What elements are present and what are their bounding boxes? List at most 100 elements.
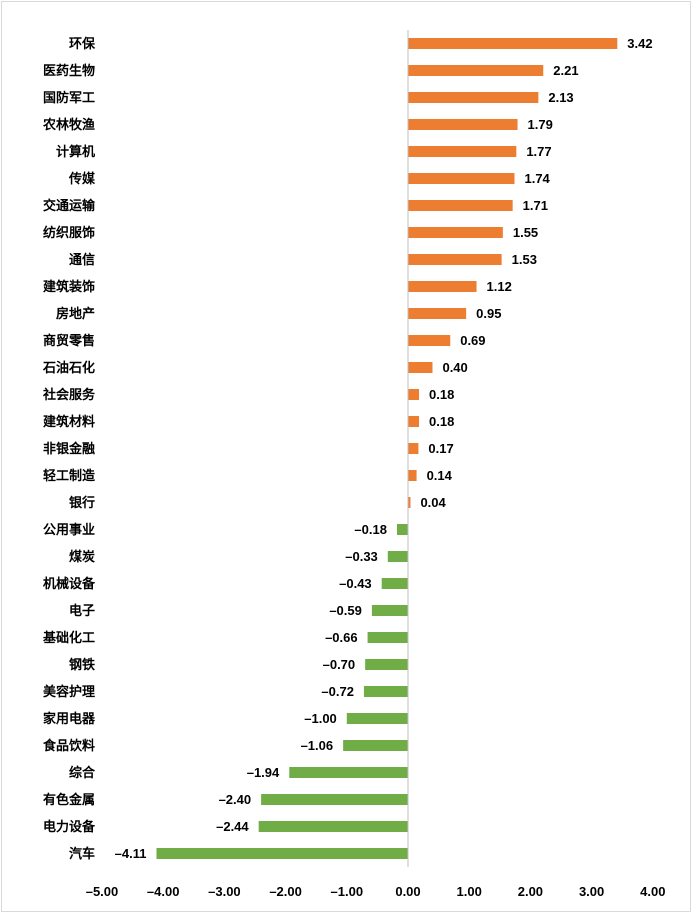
data-label: 1.55 <box>513 225 538 240</box>
bar-26 <box>343 740 408 751</box>
bar-5 <box>408 173 515 184</box>
bar-8 <box>408 254 502 265</box>
data-label: 0.69 <box>460 333 485 348</box>
category-label: 机械设备 <box>43 576 96 592</box>
category-label: 纺织服饰 <box>43 225 95 241</box>
category-label: 银行 <box>69 495 95 511</box>
category-label: 通信 <box>69 252 95 268</box>
category-label: 建筑材料 <box>43 414 95 430</box>
category-label: 钢铁 <box>69 657 95 673</box>
data-label: 0.18 <box>429 414 454 429</box>
data-label: 1.53 <box>512 252 537 267</box>
data-label: 0.04 <box>420 495 446 510</box>
bar-1 <box>408 65 544 76</box>
bar-9 <box>408 281 477 292</box>
category-label: 传媒 <box>68 171 96 187</box>
data-label: 1.77 <box>526 144 551 159</box>
x-tick-label: –5.00 <box>86 884 119 899</box>
data-label: –4.11 <box>115 846 147 861</box>
bar-20 <box>381 578 408 589</box>
bar-10 <box>408 308 467 319</box>
data-label: 1.12 <box>487 279 512 294</box>
data-label: –0.43 <box>339 576 372 591</box>
data-label: 0.40 <box>442 360 467 375</box>
bar-12 <box>408 362 433 373</box>
bar-14 <box>408 416 420 427</box>
x-tick-label: –4.00 <box>147 884 180 899</box>
category-label: 电子 <box>69 603 95 619</box>
category-label: 基础化工 <box>42 630 95 646</box>
category-label: 公用事业 <box>43 522 95 538</box>
data-label: –0.33 <box>345 549 378 564</box>
data-label: –2.44 <box>216 819 249 834</box>
category-label: 医药生物 <box>43 63 95 79</box>
bar-21 <box>371 605 408 616</box>
category-label: 建筑装饰 <box>43 279 95 295</box>
bar-18 <box>396 524 408 535</box>
bar-13 <box>408 389 420 400</box>
category-label: 房地产 <box>56 306 95 322</box>
category-label: 交通运输 <box>43 198 96 214</box>
bar-4 <box>408 146 517 157</box>
x-tick-label: –3.00 <box>208 884 241 899</box>
data-label: –1.06 <box>301 738 334 753</box>
category-label: 汽车 <box>69 846 95 862</box>
x-tick-label: 2.00 <box>518 884 543 899</box>
data-label: –1.94 <box>247 765 280 780</box>
category-label: 非银金融 <box>43 441 95 457</box>
category-label: 食品饮料 <box>43 738 95 754</box>
category-label: 商贸零售 <box>43 333 95 349</box>
data-label: –0.72 <box>321 684 354 699</box>
data-label: 0.14 <box>427 468 453 483</box>
data-label: 3.42 <box>627 36 652 51</box>
x-tick-label: –2.00 <box>269 884 302 899</box>
data-label: 0.18 <box>429 387 454 402</box>
data-label: –0.66 <box>325 630 358 645</box>
data-label: –0.59 <box>329 603 362 618</box>
x-tick-label: 0.00 <box>395 884 420 899</box>
x-tick-label: 4.00 <box>640 884 665 899</box>
bar-6 <box>408 200 513 211</box>
x-tick-label: 1.00 <box>457 884 482 899</box>
bar-23 <box>365 659 408 670</box>
data-label: –1.00 <box>304 711 337 726</box>
bar-29 <box>258 821 408 832</box>
bar-0 <box>408 38 618 49</box>
data-label: 1.79 <box>528 117 553 132</box>
bar-2 <box>408 92 539 103</box>
bar-24 <box>363 686 408 697</box>
category-label: 环保 <box>69 36 96 52</box>
bar-7 <box>408 227 503 238</box>
bar-25 <box>346 713 408 724</box>
category-label: 家用电器 <box>43 711 96 727</box>
x-tick-label: –1.00 <box>331 884 364 899</box>
bar-15 <box>408 443 419 454</box>
category-label: 美容护理 <box>43 684 95 700</box>
data-label: 0.95 <box>476 306 501 321</box>
bar-3 <box>408 119 518 130</box>
category-label: 国防军工 <box>43 90 95 106</box>
data-label: –0.70 <box>323 657 356 672</box>
bar-17 <box>408 497 411 508</box>
bar-11 <box>408 335 451 346</box>
category-label: 石油石化 <box>42 360 95 376</box>
category-label: 轻工制造 <box>43 468 96 484</box>
category-label: 煤炭 <box>69 549 95 565</box>
category-labels-group: 环保医药生物国防军工农林牧渔计算机传媒交通运输纺织服饰通信建筑装饰房地产商贸零售… <box>42 36 96 862</box>
x-tick-label: 3.00 <box>579 884 604 899</box>
category-label: 有色金属 <box>43 792 95 808</box>
data-label: 2.21 <box>553 63 578 78</box>
category-label: 电力设备 <box>43 819 96 835</box>
x-axis: –5.00 –4.00 –3.00 –2.00 –1.00 0.00 1.00 2.00 3.0… <box>86 30 665 899</box>
bar-22 <box>367 632 408 643</box>
bar-19 <box>387 551 408 562</box>
value-labels-group: 3.42 2.21 2.13 1.79 1.77 1.74 1.71 1.55 1.531.12… <box>115 36 653 861</box>
category-label: 综合 <box>69 765 96 781</box>
bars-group <box>156 38 618 859</box>
data-label: 2.13 <box>548 90 573 105</box>
data-label: 0.17 <box>428 441 453 456</box>
category-label: 农林牧渔 <box>42 117 95 133</box>
bar-28 <box>261 794 408 805</box>
